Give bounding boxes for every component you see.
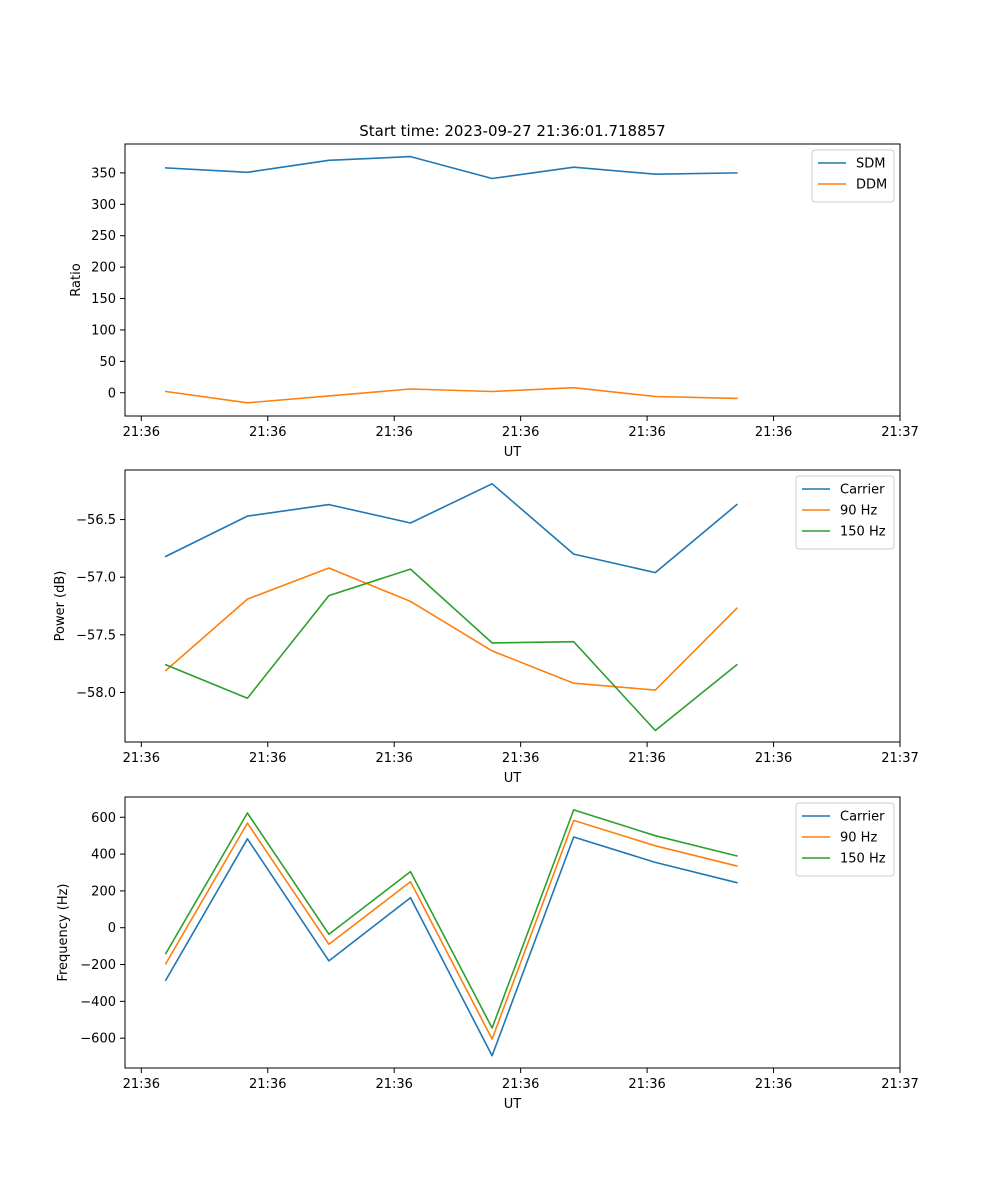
frequency-series-90-hz-line [164, 819, 738, 1040]
ratio-x-tick-label: 21:36 [755, 425, 792, 440]
power-legend-label-carrier: Carrier [840, 483, 885, 498]
ratio-y-tick-label: 50 [99, 355, 116, 370]
frequency-series-carrier-line [164, 836, 738, 1057]
power-series-90-hz-line [164, 567, 738, 691]
power-legend-label-150-hz: 150 Hz [840, 525, 886, 540]
ratio-x-axis-label: UT [504, 445, 522, 460]
ratio-y-tick-label: 0 [108, 386, 116, 401]
frequency-y-tick-label: 0 [108, 921, 116, 936]
power-y-tick-label: −57.5 [76, 628, 116, 643]
power-y-tick-label: −58.0 [76, 686, 116, 701]
ratio-legend-label-ddm: DDM [856, 178, 887, 193]
power-panel: 21:36 21:36 21:36 21:36 21:36 21:36 21:37 −58.0… [53, 469, 919, 786]
frequency-x-tick-label: 21:36 [375, 1077, 412, 1092]
ratio-y-tick-label: 150 [91, 292, 116, 307]
power-x-tick-label: 21:36 [375, 751, 412, 766]
frequency-x-tick-label: 21:36 [249, 1077, 286, 1092]
frequency-x-axis-label: UT [504, 1097, 522, 1112]
frequency-panel: 21:36 21:36 21:36 21:36 21:36 21:36 21:37 −600 −… [56, 796, 919, 1112]
frequency-y-tick-label: 600 [91, 811, 116, 826]
frequency-legend-label-90-hz: 90 Hz [840, 831, 877, 846]
power-y-tick-label: −57.0 [76, 571, 116, 586]
power-y-tick-label: −56.5 [76, 513, 116, 528]
power-y-axis-label: Power (dB) [53, 571, 68, 642]
power-x-tick-label: 21:36 [123, 751, 160, 766]
frequency-y-tick-label: −600 [80, 1032, 116, 1047]
ratio-y-tick-label: 350 [91, 166, 116, 181]
ratio-y-tick-label: 100 [91, 323, 116, 338]
ratio-x-tick-label: 21:36 [628, 425, 665, 440]
ratio-x-tick-label: 21:36 [375, 425, 412, 440]
frequency-x-tick-label: 21:36 [123, 1077, 160, 1092]
frequency-x-tick-label: 21:37 [881, 1077, 918, 1092]
ratio-series-sdm-line [164, 155, 738, 180]
power-legend: Carrier 90 Hz 150 Hz [795, 475, 895, 550]
power-legend-label-90-hz: 90 Hz [840, 504, 877, 519]
frequency-x-tick-label: 21:36 [502, 1077, 539, 1092]
power-x-tick-label: 21:36 [502, 751, 539, 766]
ratio-legend: SDM DDM [811, 149, 895, 203]
ratio-y-axis-label: Ratio [69, 263, 84, 296]
frequency-y-tick-label: 400 [91, 848, 116, 863]
frequency-y-axis-label: Frequency (Hz) [56, 883, 71, 981]
power-x-axis-label: UT [504, 771, 522, 786]
ratio-panel: 21:36 21:36 21:36 21:36 21:36 21:36 21:37 0 50 10… [69, 143, 919, 460]
power-series-150-hz-line [164, 568, 738, 732]
frequency-axes-frame [124, 796, 901, 1069]
power-x-tick-label: 21:37 [881, 751, 918, 766]
frequency-x-tick-label: 21:36 [755, 1077, 792, 1092]
frequency-x-tick-label: 21:36 [628, 1077, 665, 1092]
frequency-y-tick-label: −200 [80, 958, 116, 973]
power-x-tick-label: 21:36 [755, 751, 792, 766]
ratio-x-tick-label: 21:37 [881, 425, 918, 440]
ratio-x-tick-label: 21:36 [249, 425, 286, 440]
ratio-y-tick-label: 250 [91, 229, 116, 244]
figure-title: Start time: 2023-09-27 21:36:01.718857 [359, 122, 665, 140]
frequency-y-tick-label: −400 [80, 995, 116, 1010]
ratio-y-tick-label: 200 [91, 261, 116, 276]
ratio-x-tick-label: 21:36 [123, 425, 160, 440]
ratio-axes-frame [124, 143, 901, 417]
ratio-series-ddm-line [164, 386, 738, 404]
frequency-legend-label-carrier: Carrier [840, 810, 885, 825]
ratio-y-tick-label: 300 [91, 198, 116, 213]
frequency-legend: Carrier 90 Hz 150 Hz [795, 802, 895, 877]
power-axes-frame [124, 469, 901, 743]
ratio-legend-label-sdm: SDM [856, 157, 885, 172]
power-series-carrier-line [164, 482, 738, 574]
power-x-tick-label: 21:36 [249, 751, 286, 766]
frequency-y-tick-label: 200 [91, 884, 116, 899]
power-x-tick-label: 21:36 [628, 751, 665, 766]
frequency-legend-label-150-hz: 150 Hz [840, 852, 886, 867]
frequency-series-150-hz-line [164, 809, 738, 1029]
ratio-x-tick-label: 21:36 [502, 425, 539, 440]
